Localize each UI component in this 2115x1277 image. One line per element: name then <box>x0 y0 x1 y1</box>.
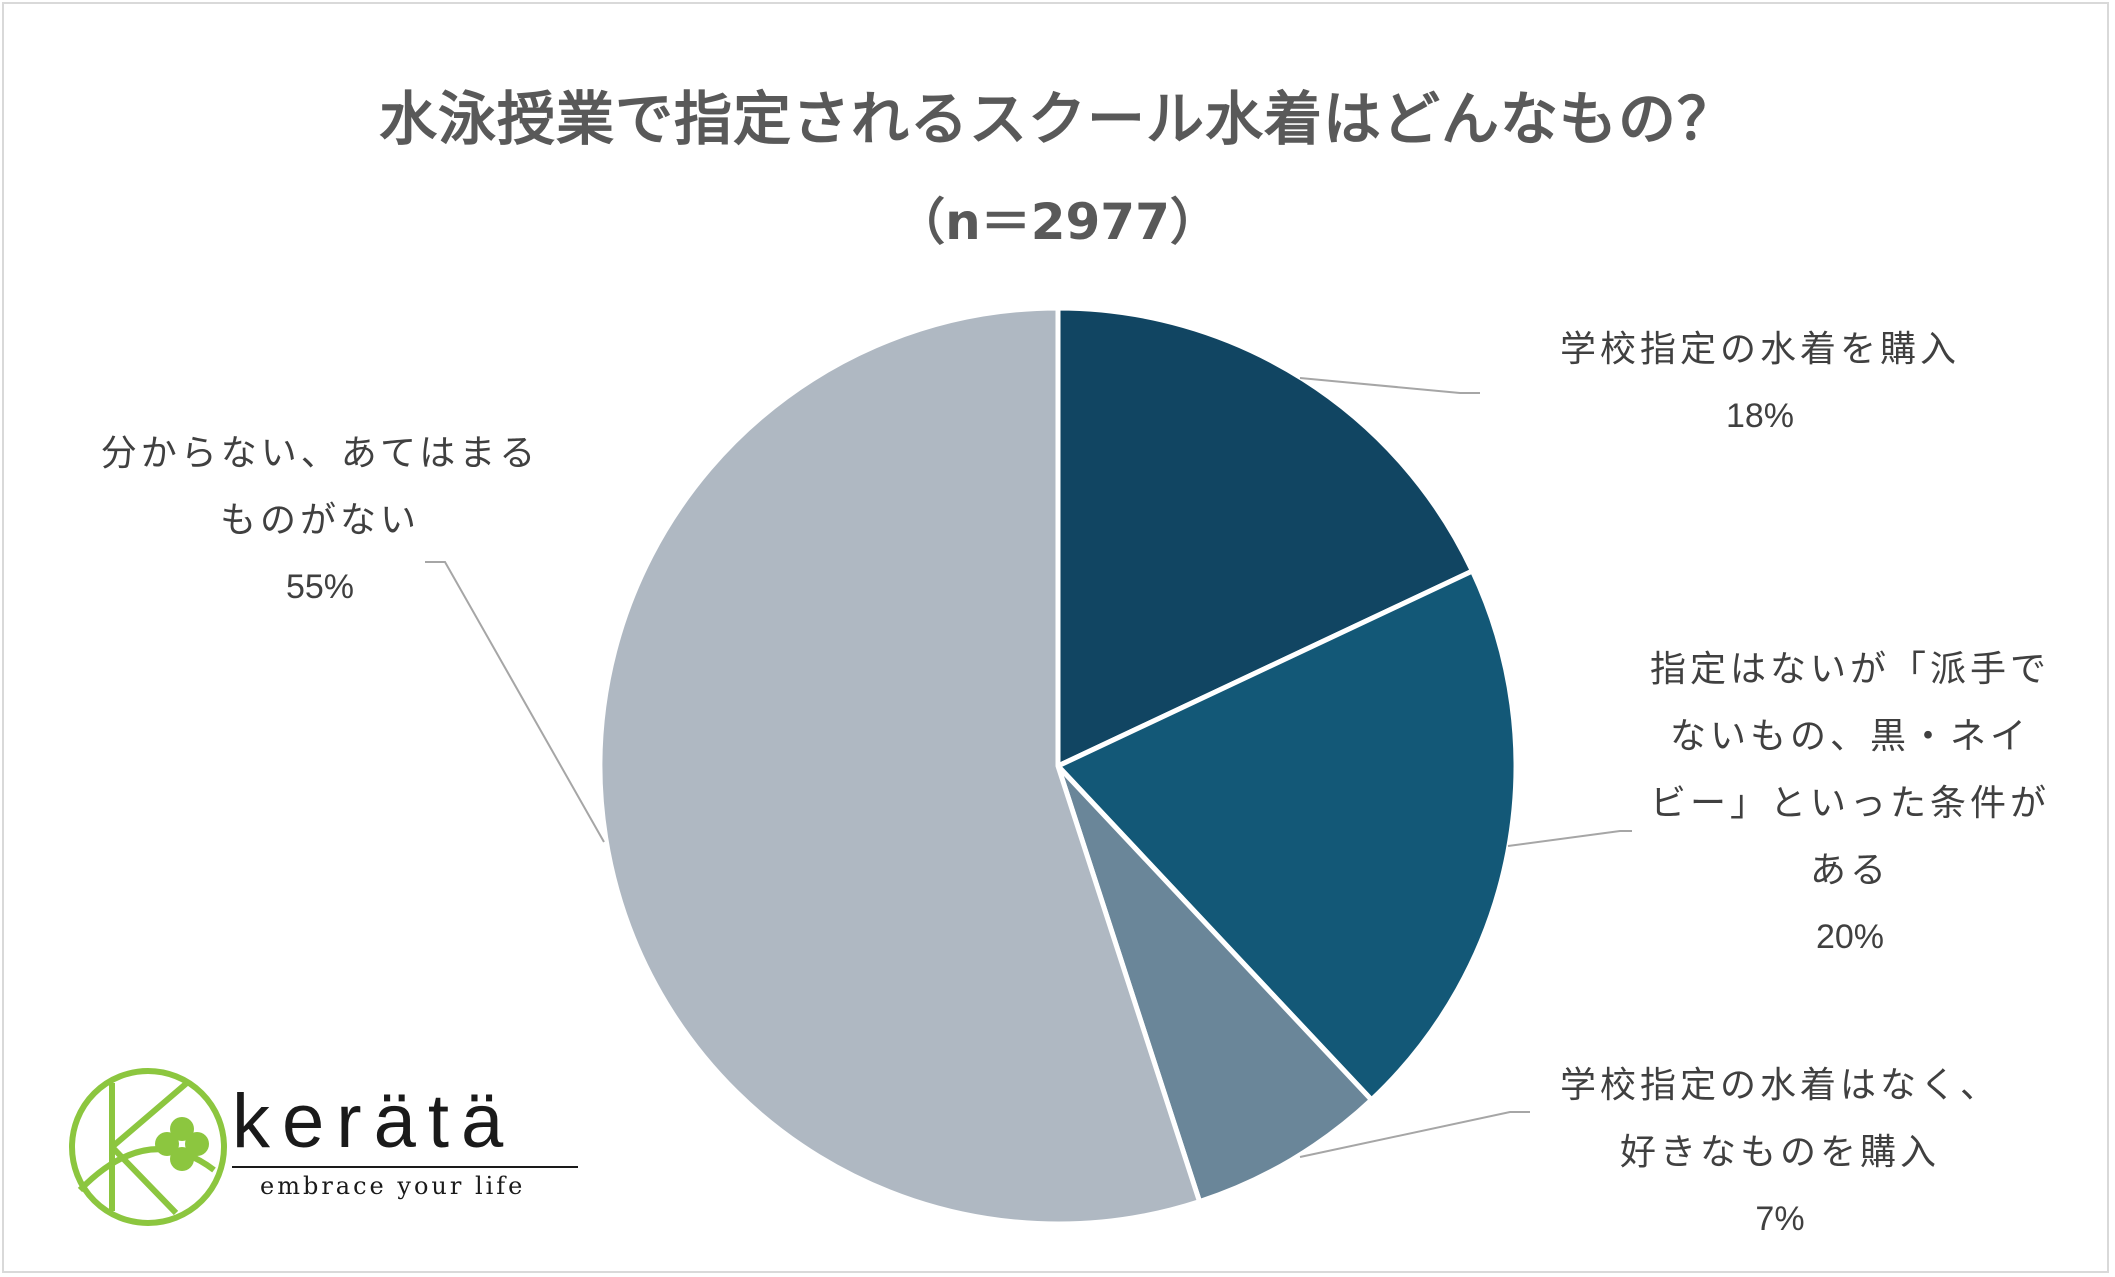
logo-tagline: embrace your life <box>260 1172 526 1200</box>
chart-subtitle: （n＝2977） <box>895 193 1220 251</box>
pie-slice-free-choice <box>1055 763 1375 1205</box>
leader-line-conditions <box>1507 830 1632 847</box>
slice-label-free-choice: 学校指定の水着はなく、 好きなものを購入 7% <box>1559 1065 2000 1238</box>
clover-icon <box>155 1117 209 1171</box>
leader-line-school-designated <box>1299 377 1480 394</box>
chart-title: 水泳授業で指定されるスクール水着はどんなもの？ <box>378 85 1736 153</box>
leader-line-free-choice <box>1299 1111 1530 1158</box>
leader-line-unknown <box>425 561 605 843</box>
pie-slice-conditions <box>1055 568 1519 1103</box>
pie-slice-unknown <box>597 305 1203 1227</box>
logo-circle <box>69 1068 227 1226</box>
logo-k-stroke <box>77 1079 216 1216</box>
logo-wordmark: kerätä <box>232 1079 516 1164</box>
logo-underline <box>232 1166 578 1168</box>
slice-label-school-designated: 学校指定の水着を購入 18% <box>1559 329 1960 435</box>
slice-label-conditions: 指定はないが「派手で ないもの、黒・ネイ ビー」といった条件が ある 20% <box>1649 649 2050 956</box>
slice-label-unknown: 分からない、あてはまる ものがない 55% <box>100 433 540 606</box>
